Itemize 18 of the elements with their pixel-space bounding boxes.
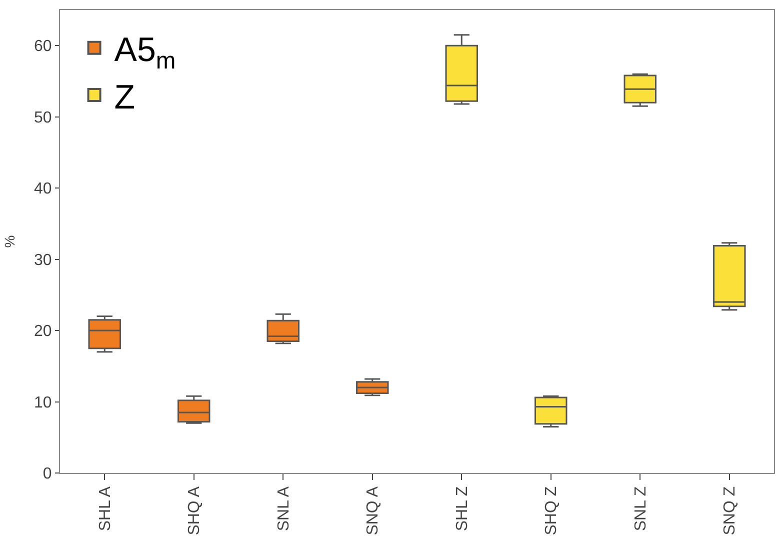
legend-label: Z: [114, 78, 136, 116]
y-tick-label: 40: [34, 180, 52, 198]
x-tick-label: SNL A: [275, 486, 292, 532]
x-tick-label: SNQ A: [364, 486, 382, 536]
x-tick-label: SNL Z: [632, 486, 650, 532]
x-tick-label: SHQ A: [186, 486, 204, 536]
y-tick-label: 50: [34, 109, 52, 126]
legend-label: A5$_{m}$: [114, 31, 176, 74]
y-tick-label: 30: [34, 252, 52, 269]
y-tick-label: 60: [34, 38, 52, 56]
x-tick-label: SHQ Z: [543, 486, 560, 536]
y-tick-label: 0: [42, 466, 52, 483]
y-tick-label: 10: [34, 394, 52, 412]
x-tick-label: SHL Z: [454, 486, 471, 532]
y-tick-label: 20: [34, 323, 52, 340]
x-tick-label: SHL A: [96, 486, 114, 532]
x-tick-label: SNQ Z: [722, 486, 739, 536]
y-axis-title: %: [2, 235, 18, 248]
